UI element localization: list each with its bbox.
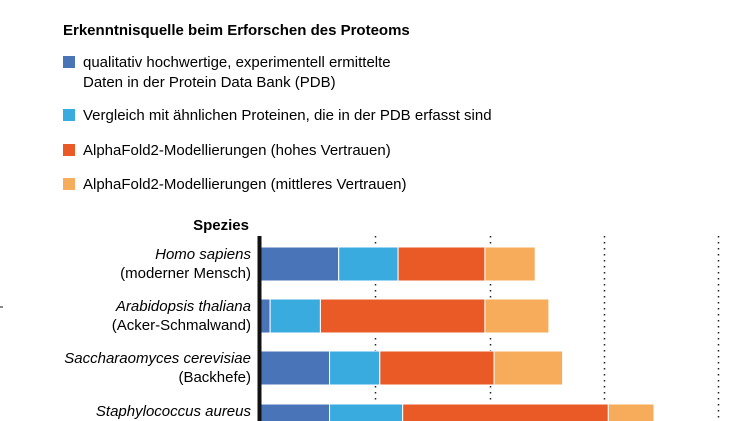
legend-label-0-0: qualitativ hochwertige, experimentell er… bbox=[83, 54, 391, 71]
bar-3-0 bbox=[260, 403, 331, 421]
bar-0-2 bbox=[397, 246, 486, 282]
bar-1-1 bbox=[269, 298, 321, 334]
legend-swatch-3 bbox=[63, 178, 75, 190]
bar-2-2 bbox=[379, 350, 495, 386]
category-name-2: Saccharaomyces cerevisiae bbox=[64, 350, 251, 367]
bar-2-1 bbox=[329, 350, 381, 386]
category-common-0: (moderner Mensch) bbox=[120, 265, 251, 282]
chart-title: Erkenntnisquelle beim Erforschen des Pro… bbox=[63, 22, 410, 39]
category-name-0: Homo sapiens bbox=[155, 246, 251, 263]
bar-3-3 bbox=[607, 403, 655, 421]
category-common-2: (Backhefe) bbox=[178, 369, 251, 386]
legend: qualitativ hochwertige, experimentell er… bbox=[63, 54, 492, 193]
bar-1-0 bbox=[260, 298, 271, 334]
legend-label-3-0: AlphaFold2-Modellierungen (mittleres Ver… bbox=[83, 176, 407, 193]
bar-0-1 bbox=[338, 246, 399, 282]
legend-swatch-0 bbox=[63, 56, 75, 68]
bar-1-2 bbox=[319, 298, 486, 334]
legend-label-0-1: Daten in der Protein Data Bank (PDB) bbox=[83, 74, 336, 91]
legend-swatch-1 bbox=[63, 109, 75, 121]
bar-2-0 bbox=[260, 350, 331, 386]
bar-0-0 bbox=[260, 246, 340, 282]
y-axis-label: Spezies bbox=[193, 217, 249, 234]
category-name-3: Staphylococcus aureus bbox=[96, 403, 252, 420]
bar-0-3 bbox=[484, 246, 536, 282]
category-name-1: Arabidopsis thaliana bbox=[115, 298, 251, 315]
legend-label-1-0: Vergleich mit ähnlichen Proteinen, die i… bbox=[83, 107, 492, 124]
legend-swatch-2 bbox=[63, 144, 75, 156]
category-common-1: (Acker-Schmalwand) bbox=[112, 317, 251, 334]
bars bbox=[260, 246, 655, 421]
bar-3-2 bbox=[402, 403, 609, 421]
bar-1-3 bbox=[484, 298, 550, 334]
legend-label-2-0: AlphaFold2-Modellierungen (hohes Vertrau… bbox=[83, 142, 391, 159]
bar-3-1 bbox=[329, 403, 404, 421]
category-labels: Homo sapiens (moderner Mensch) Arabidopsis… bbox=[64, 246, 252, 420]
bar-2-3 bbox=[493, 350, 564, 386]
